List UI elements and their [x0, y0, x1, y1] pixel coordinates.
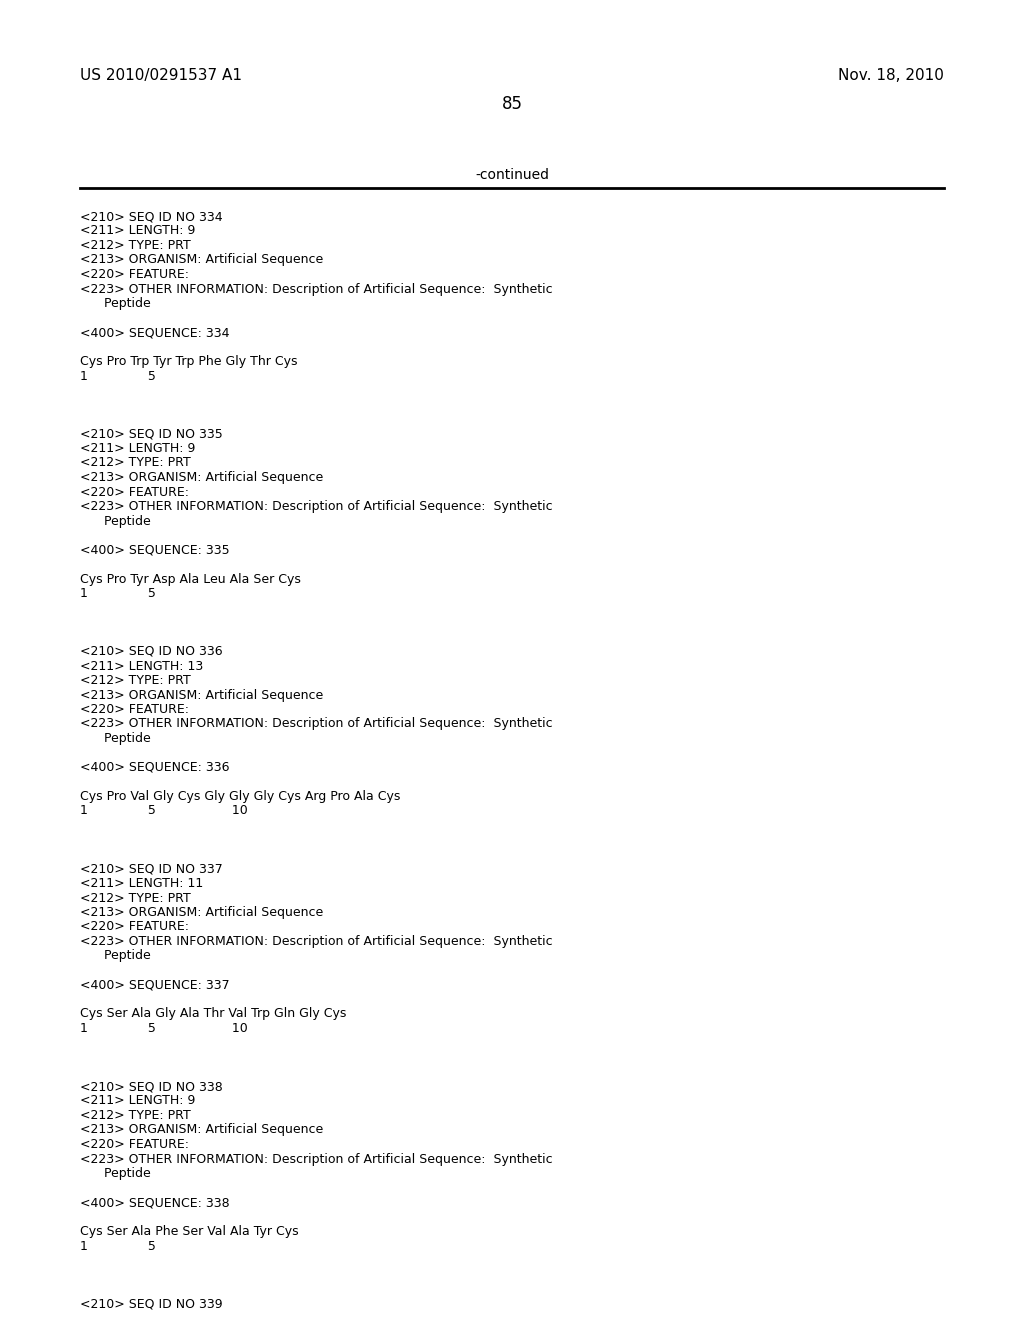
Text: <213> ORGANISM: Artificial Sequence: <213> ORGANISM: Artificial Sequence [80, 253, 324, 267]
Text: 1               5: 1 5 [80, 1239, 156, 1253]
Text: <213> ORGANISM: Artificial Sequence: <213> ORGANISM: Artificial Sequence [80, 689, 324, 701]
Text: <211> LENGTH: 11: <211> LENGTH: 11 [80, 876, 203, 890]
Text: <212> TYPE: PRT: <212> TYPE: PRT [80, 239, 190, 252]
Text: <211> LENGTH: 9: <211> LENGTH: 9 [80, 1094, 196, 1107]
Text: Nov. 18, 2010: Nov. 18, 2010 [838, 69, 944, 83]
Text: -continued: -continued [475, 168, 549, 182]
Text: Cys Pro Tyr Asp Ala Leu Ala Ser Cys: Cys Pro Tyr Asp Ala Leu Ala Ser Cys [80, 573, 301, 586]
Text: Peptide: Peptide [80, 297, 151, 310]
Text: <400> SEQUENCE: 334: <400> SEQUENCE: 334 [80, 326, 229, 339]
Text: <220> FEATURE:: <220> FEATURE: [80, 704, 189, 715]
Text: <210> SEQ ID NO 339: <210> SEQ ID NO 339 [80, 1298, 222, 1311]
Text: <220> FEATURE:: <220> FEATURE: [80, 1138, 189, 1151]
Text: Cys Ser Ala Phe Ser Val Ala Tyr Cys: Cys Ser Ala Phe Ser Val Ala Tyr Cys [80, 1225, 299, 1238]
Text: <223> OTHER INFORMATION: Description of Artificial Sequence:  Synthetic: <223> OTHER INFORMATION: Description of … [80, 1152, 553, 1166]
Text: <223> OTHER INFORMATION: Description of Artificial Sequence:  Synthetic: <223> OTHER INFORMATION: Description of … [80, 282, 553, 296]
Text: <211> LENGTH: 9: <211> LENGTH: 9 [80, 442, 196, 455]
Text: <212> TYPE: PRT: <212> TYPE: PRT [80, 891, 190, 904]
Text: 1               5: 1 5 [80, 587, 156, 601]
Text: <213> ORGANISM: Artificial Sequence: <213> ORGANISM: Artificial Sequence [80, 471, 324, 484]
Text: Peptide: Peptide [80, 1167, 151, 1180]
Text: 1               5: 1 5 [80, 370, 156, 383]
Text: <220> FEATURE:: <220> FEATURE: [80, 920, 189, 933]
Text: Cys Pro Val Gly Cys Gly Gly Gly Cys Arg Pro Ala Cys: Cys Pro Val Gly Cys Gly Gly Gly Cys Arg … [80, 789, 400, 803]
Text: <400> SEQUENCE: 337: <400> SEQUENCE: 337 [80, 978, 229, 991]
Text: Cys Pro Trp Tyr Trp Phe Gly Thr Cys: Cys Pro Trp Tyr Trp Phe Gly Thr Cys [80, 355, 298, 368]
Text: <210> SEQ ID NO 335: <210> SEQ ID NO 335 [80, 428, 223, 441]
Text: 1               5                   10: 1 5 10 [80, 1022, 248, 1035]
Text: <212> TYPE: PRT: <212> TYPE: PRT [80, 1109, 190, 1122]
Text: <400> SEQUENCE: 336: <400> SEQUENCE: 336 [80, 762, 229, 774]
Text: <223> OTHER INFORMATION: Description of Artificial Sequence:  Synthetic: <223> OTHER INFORMATION: Description of … [80, 500, 553, 513]
Text: <400> SEQUENCE: 338: <400> SEQUENCE: 338 [80, 1196, 229, 1209]
Text: Peptide: Peptide [80, 733, 151, 744]
Text: <223> OTHER INFORMATION: Description of Artificial Sequence:  Synthetic: <223> OTHER INFORMATION: Description of … [80, 935, 553, 948]
Text: <210> SEQ ID NO 336: <210> SEQ ID NO 336 [80, 645, 222, 657]
Text: <400> SEQUENCE: 335: <400> SEQUENCE: 335 [80, 544, 229, 557]
Text: <210> SEQ ID NO 337: <210> SEQ ID NO 337 [80, 862, 223, 875]
Text: 85: 85 [502, 95, 522, 114]
Text: <212> TYPE: PRT: <212> TYPE: PRT [80, 675, 190, 686]
Text: Cys Ser Ala Gly Ala Thr Val Trp Gln Gly Cys: Cys Ser Ala Gly Ala Thr Val Trp Gln Gly … [80, 1007, 346, 1020]
Text: <223> OTHER INFORMATION: Description of Artificial Sequence:  Synthetic: <223> OTHER INFORMATION: Description of … [80, 718, 553, 730]
Text: <211> LENGTH: 9: <211> LENGTH: 9 [80, 224, 196, 238]
Text: Peptide: Peptide [80, 949, 151, 962]
Text: <210> SEQ ID NO 334: <210> SEQ ID NO 334 [80, 210, 222, 223]
Text: <220> FEATURE:: <220> FEATURE: [80, 268, 189, 281]
Text: 1               5                   10: 1 5 10 [80, 804, 248, 817]
Text: <220> FEATURE:: <220> FEATURE: [80, 486, 189, 499]
Text: <210> SEQ ID NO 338: <210> SEQ ID NO 338 [80, 1080, 223, 1093]
Text: <212> TYPE: PRT: <212> TYPE: PRT [80, 457, 190, 470]
Text: <213> ORGANISM: Artificial Sequence: <213> ORGANISM: Artificial Sequence [80, 906, 324, 919]
Text: US 2010/0291537 A1: US 2010/0291537 A1 [80, 69, 242, 83]
Text: <211> LENGTH: 13: <211> LENGTH: 13 [80, 660, 203, 672]
Text: Peptide: Peptide [80, 515, 151, 528]
Text: <213> ORGANISM: Artificial Sequence: <213> ORGANISM: Artificial Sequence [80, 1123, 324, 1137]
